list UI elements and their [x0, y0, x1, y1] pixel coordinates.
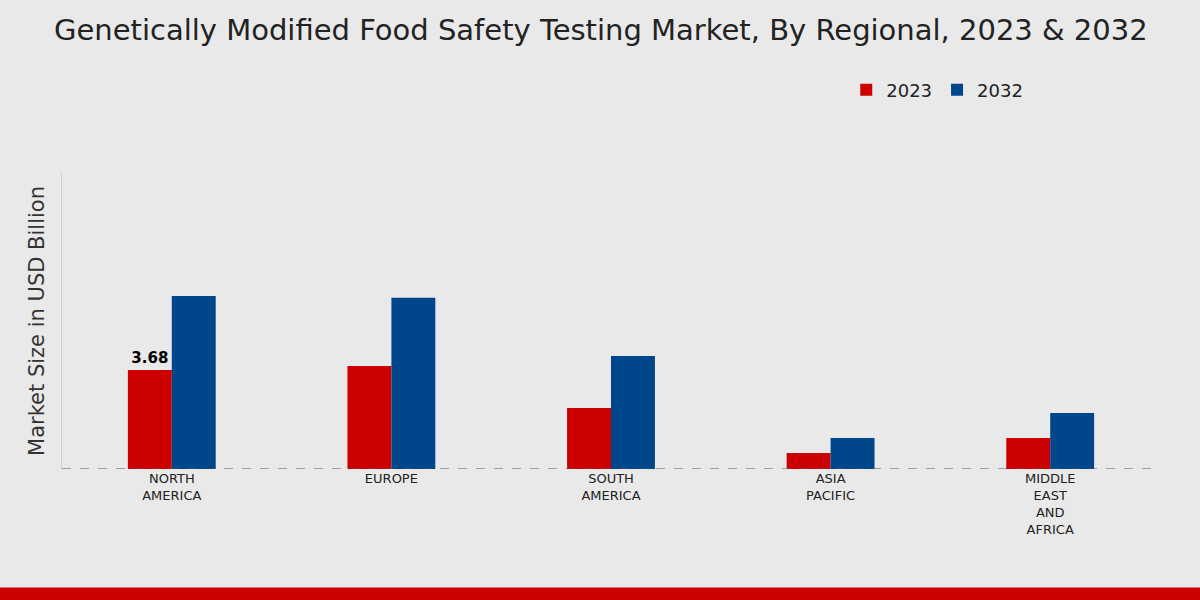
svg-text:Market Size in USD Billion: Market Size in USD Billion — [25, 186, 49, 456]
svg-text:2023: 2023 — [886, 80, 932, 101]
svg-text:SOUTHAMERICA: SOUTHAMERICA — [581, 471, 640, 503]
svg-text:2032: 2032 — [977, 80, 1023, 101]
svg-text:Genetically Modified Food Safe: Genetically Modified Food Safety Testing… — [54, 13, 1148, 47]
svg-text:3.68: 3.68 — [131, 349, 168, 367]
svg-text:ASIAPACIFIC: ASIAPACIFIC — [806, 471, 855, 503]
svg-text:NORTHAMERICA: NORTHAMERICA — [142, 471, 201, 503]
svg-text:MIDDLEEASTANDAFRICA: MIDDLEEASTANDAFRICA — [1025, 471, 1076, 537]
svg-text:EUROPE: EUROPE — [365, 471, 418, 486]
